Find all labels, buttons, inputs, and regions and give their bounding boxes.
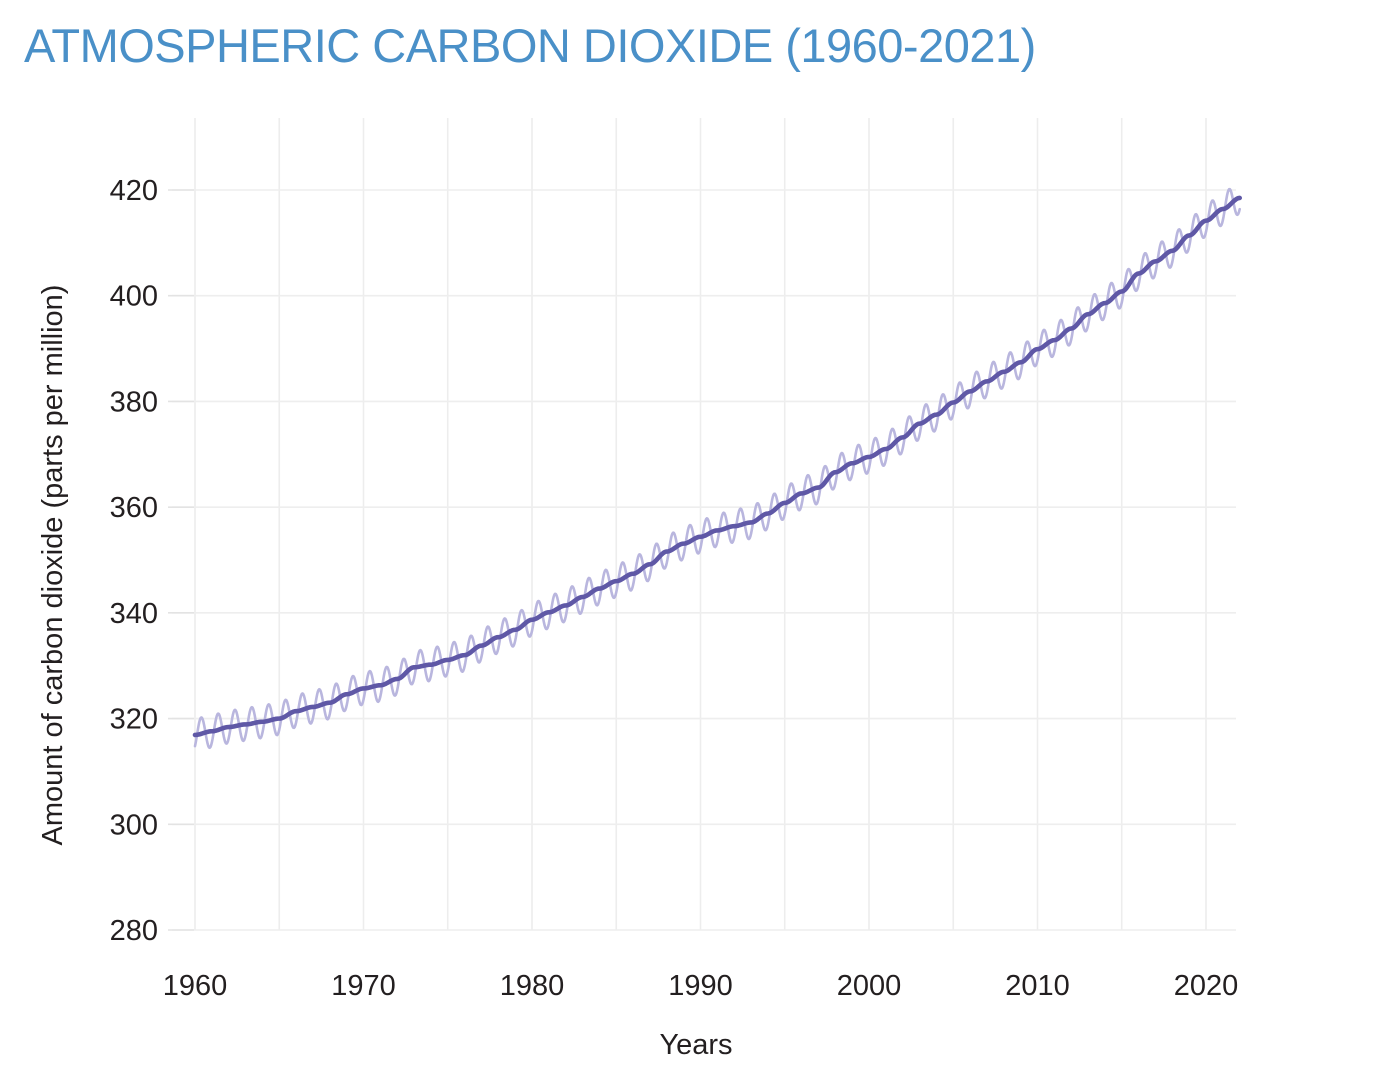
x-tick-label: 1960 (163, 970, 228, 1002)
y-tick-label: 400 (110, 281, 158, 313)
vertical-gridlines (194, 118, 1207, 930)
x-axis-title: Years (659, 1029, 732, 1061)
y-tick-label: 380 (110, 386, 158, 418)
y-tick-label: 360 (110, 492, 158, 524)
series-line-trend-co2 (192, 195, 1242, 738)
y-tick-label: 340 (110, 598, 158, 630)
y-axis-tickmarks (168, 189, 194, 931)
x-tick-label: 2010 (1005, 970, 1070, 1002)
x-axis-tick-labels: 1960 1970 1980 1990 2000 2010 2020 (163, 970, 1239, 1002)
x-tick-label: 1970 (331, 970, 396, 1002)
x-tick-label: 1990 (668, 970, 733, 1002)
series-line-monthly-co2 (193, 187, 1241, 750)
y-tick-label: 420 (110, 175, 158, 207)
y-axis-title: Amount of carbon dioxide (parts per mill… (37, 285, 69, 846)
x-tick-label: 2000 (837, 970, 902, 1002)
y-tick-label: 280 (110, 915, 158, 947)
horizontal-gridlines (172, 189, 1236, 931)
y-tick-label: 300 (110, 809, 158, 841)
chart-title: ATMOSPHERIC CARBON DIOXIDE (1960-2021) (24, 19, 1036, 72)
y-axis-tick-labels: 280 300 320 340 360 380 400 420 (110, 175, 158, 947)
x-tick-label: 2020 (1174, 970, 1239, 1002)
y-tick-label: 320 (110, 704, 158, 736)
x-tick-label: 1980 (500, 970, 565, 1002)
